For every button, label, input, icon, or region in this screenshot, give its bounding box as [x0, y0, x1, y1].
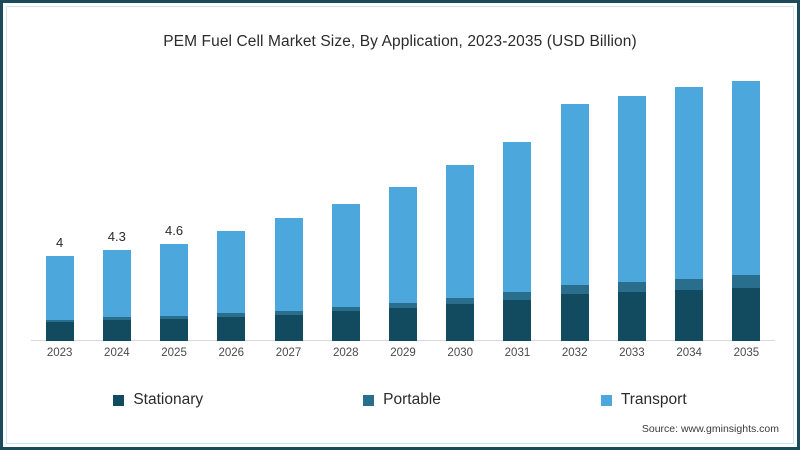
x-tick-label: 2033 — [619, 347, 645, 359]
bar-segment-transport[interactable] — [102, 250, 131, 318]
stacked-bar[interactable] — [560, 104, 589, 341]
bar-group[interactable] — [260, 83, 317, 341]
bar-segment-portable[interactable] — [617, 281, 646, 293]
bar-segment-portable[interactable] — [446, 297, 475, 304]
bar-segment-portable[interactable] — [274, 310, 303, 315]
x-tick-label: 2029 — [390, 347, 416, 359]
bar-segment-transport[interactable] — [331, 203, 360, 308]
legend-swatch-icon — [363, 394, 375, 406]
bar-group[interactable] — [546, 83, 603, 341]
bar-segment-portable[interactable] — [45, 319, 74, 322]
bar-segment-transport[interactable] — [45, 256, 74, 320]
bar-segment-transport[interactable] — [217, 231, 246, 314]
bar-segment-stationary[interactable] — [217, 316, 246, 341]
x-axis-tick-labels: 2023 2024 2025 2026 2027 2028 2029 2030 2031 2032… — [31, 343, 775, 363]
x-tick-label: 2026 — [218, 347, 245, 359]
bar-segment-portable[interactable] — [160, 315, 189, 319]
bar-segment-transport[interactable] — [503, 142, 532, 292]
bar-segment-transport[interactable] — [388, 186, 417, 304]
bar-segment-portable[interactable] — [102, 317, 131, 320]
bar-group[interactable] — [31, 83, 88, 341]
bar-value-label: 4 — [55, 235, 64, 251]
bar-segment-stationary[interactable] — [503, 299, 532, 341]
legend-item-stationary[interactable]: Stationary — [113, 391, 203, 409]
plot-area: 4 4.3 4.6 — [31, 80, 775, 341]
source-attribution: Source: www.gminsights.com — [641, 423, 779, 435]
stacked-bar[interactable] — [217, 231, 246, 341]
stacked-bar[interactable] — [446, 165, 475, 341]
bar-segment-stationary[interactable] — [388, 308, 417, 341]
bar-segment-transport[interactable] — [675, 87, 704, 279]
stacked-bar[interactable] — [102, 250, 131, 341]
bar-segment-portable[interactable] — [560, 284, 589, 295]
x-tick-label: 2032 — [561, 347, 588, 359]
x-tick-label: 2027 — [275, 347, 302, 359]
stacked-bar[interactable] — [503, 142, 532, 341]
bar-group[interactable] — [432, 83, 489, 341]
x-tick-label: 2030 — [447, 347, 474, 359]
bar-group[interactable] — [317, 83, 374, 341]
x-tick-label: 2034 — [676, 347, 702, 359]
legend-label: Stationary — [133, 391, 204, 408]
bar-group[interactable] — [203, 83, 260, 341]
x-tick-label: 2031 — [504, 347, 531, 359]
bar-segment-portable[interactable] — [388, 303, 417, 309]
bar-segment-portable[interactable] — [217, 313, 246, 317]
bar-segment-transport[interactable] — [446, 165, 475, 298]
bar-segment-portable[interactable] — [331, 307, 360, 312]
stacked-bar[interactable] — [617, 95, 646, 341]
legend-swatch-icon — [113, 394, 125, 406]
bar-segment-stationary[interactable] — [560, 294, 589, 341]
bar-value-label: 4.3 — [107, 229, 126, 245]
x-tick-label: 2023 — [46, 347, 73, 359]
bar-segment-transport[interactable] — [560, 104, 589, 285]
bar-value-label: 4.6 — [165, 222, 184, 238]
bar-segment-portable[interactable] — [503, 291, 532, 300]
legend-label: Transport — [620, 391, 687, 408]
bar-segment-stationary[interactable] — [675, 290, 704, 341]
legend-label: Portable — [383, 391, 441, 408]
stacked-bar[interactable] — [45, 256, 74, 341]
bar-group[interactable] — [374, 83, 431, 341]
bar-segment-stationary[interactable] — [102, 319, 131, 341]
stacked-bar[interactable] — [388, 186, 417, 341]
stacked-bar[interactable] — [331, 203, 360, 341]
bar-group[interactable] — [145, 83, 202, 341]
stacked-bar[interactable] — [160, 243, 189, 341]
bar-segment-stationary[interactable] — [160, 318, 189, 341]
bar-segment-portable[interactable] — [732, 275, 761, 289]
bar-segment-transport[interactable] — [160, 243, 189, 316]
chart-legend: Stationary Portable Transport — [3, 391, 797, 409]
legend-swatch-icon — [600, 394, 612, 406]
stacked-bar[interactable] — [675, 87, 704, 341]
bar-segment-stationary[interactable] — [274, 314, 303, 341]
x-tick-label: 2035 — [733, 347, 760, 359]
bar-group[interactable] — [661, 83, 718, 341]
bar-group[interactable] — [718, 80, 775, 341]
bar-segment-transport[interactable] — [732, 80, 761, 276]
bar-segment-portable[interactable] — [675, 278, 704, 291]
chart-title: PEM Fuel Cell Market Size, By Applicatio… — [163, 33, 637, 50]
legend-item-transport[interactable]: Transport — [600, 391, 687, 409]
x-tick-label: 2028 — [332, 347, 359, 359]
bar-group[interactable] — [603, 83, 660, 341]
bar-segment-stationary[interactable] — [331, 311, 360, 341]
bar-segment-transport[interactable] — [617, 95, 646, 282]
legend-item-portable[interactable]: Portable — [363, 391, 441, 409]
bar-segment-stationary[interactable] — [732, 288, 761, 341]
bar-group[interactable] — [489, 83, 546, 341]
x-tick-label: 2025 — [161, 347, 187, 359]
stacked-bar[interactable] — [274, 218, 303, 341]
bar-segment-stationary[interactable] — [446, 304, 475, 341]
stacked-bar[interactable] — [732, 80, 761, 341]
x-tick-label: 2024 — [104, 347, 130, 359]
bar-group[interactable] — [88, 83, 145, 341]
bar-segment-transport[interactable] — [274, 218, 303, 311]
bar-segment-stationary[interactable] — [617, 292, 646, 341]
bar-segment-stationary[interactable] — [45, 321, 74, 341]
